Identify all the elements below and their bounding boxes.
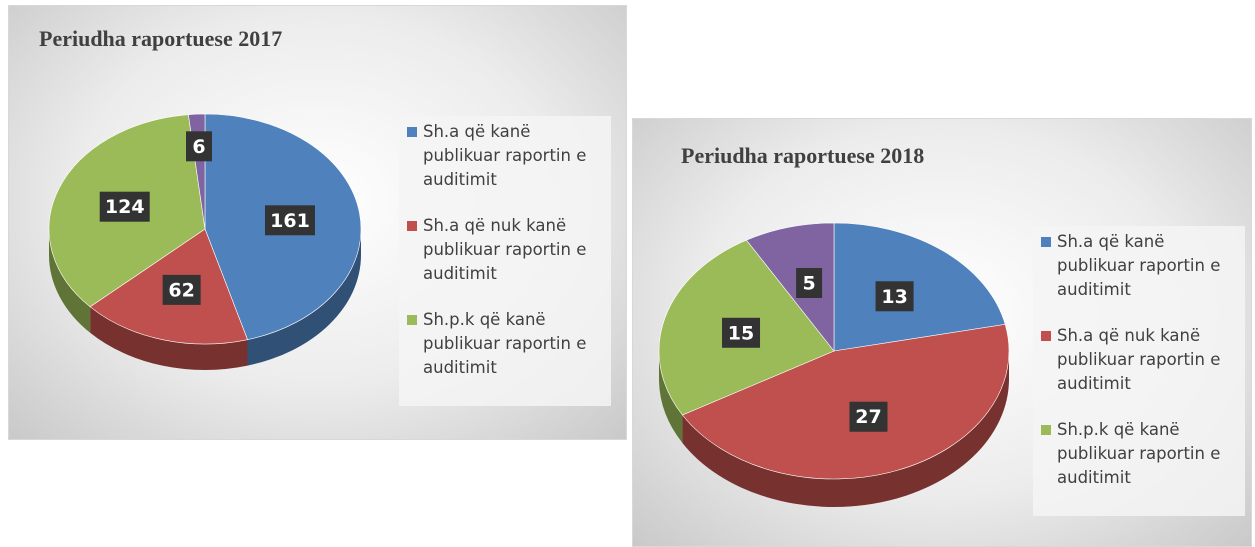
legend-entry: Sh.a që kanë publikuar raportin e auditi… <box>405 120 605 192</box>
chart: Periudha raportuese 2018 13 27 15 5 <box>658 143 1010 507</box>
legend-swatch <box>407 127 417 137</box>
legend-swatch <box>1041 331 1051 341</box>
chart-panel: Periudha raportuese 2018 13 27 15 5 Sh.a që… <box>632 118 1252 547</box>
data-label: 62 <box>168 279 194 301</box>
data-label-box <box>99 191 150 222</box>
data-label: 161 <box>270 210 310 232</box>
legend-entry: Sh.p.k që kanë publikuar raportin e audi… <box>405 308 605 380</box>
slice-side <box>682 351 1009 507</box>
slice-side <box>659 351 683 443</box>
legend-entry: Sh.a që kanë publikuar raportin e auditi… <box>1039 230 1239 302</box>
data-label-box <box>186 131 213 162</box>
chart-title: Periudha raportuese 2017 <box>39 26 282 51</box>
data-label: 13 <box>881 286 907 308</box>
data-label: 15 <box>728 322 754 344</box>
legend-entry: Sh.a që nuk kanë publikuar raportin e au… <box>1039 324 1239 396</box>
slice <box>681 324 1010 480</box>
legend-swatch <box>1041 425 1051 435</box>
chart: Periudha raportuese 2017 161 62 124 6 <box>39 26 362 370</box>
legend-label: Sh.a që kanë publikuar raportin e auditi… <box>1057 232 1221 299</box>
data-label: 6 <box>192 136 205 158</box>
data-label-box <box>849 401 888 432</box>
legend-swatch <box>407 221 417 231</box>
legend-swatch <box>1041 237 1051 247</box>
data-label-box <box>162 274 201 305</box>
chart-title: Periudha raportuese 2018 <box>681 143 924 168</box>
chart-panel: Periudha raportuese 2017 161 62 124 6 Sh.a … <box>8 5 627 440</box>
legend: Sh.a që kanë publikuar raportin e auditi… <box>399 116 611 406</box>
legend-label: Sh.a që kanë publikuar raportin e auditi… <box>423 122 587 189</box>
legend-swatch <box>407 315 417 325</box>
legend: Sh.a që kanë publikuar raportin e auditi… <box>1033 226 1245 516</box>
legend-entry: Sh.p.k që kanë publikuar raportin e audi… <box>1039 418 1239 490</box>
data-label: 5 <box>802 272 815 294</box>
legend-label: Sh.a që nuk kanë publikuar raportin e au… <box>423 216 587 283</box>
legend-label: Sh.a që nuk kanë publikuar raportin e au… <box>1057 326 1221 393</box>
data-label-box <box>722 317 761 348</box>
data-label: 124 <box>105 196 145 218</box>
data-label-box <box>264 205 315 236</box>
slice-side <box>49 229 91 333</box>
legend-entry: Sh.a që nuk kanë publikuar raportin e au… <box>405 214 605 286</box>
slice <box>833 222 1006 352</box>
data-label: 27 <box>855 406 881 428</box>
legend-label: Sh.p.k që kanë publikuar raportin e audi… <box>1057 420 1221 487</box>
slice-side <box>90 306 248 370</box>
data-label-box <box>796 267 823 298</box>
slice <box>746 222 835 352</box>
data-label-box <box>875 281 914 312</box>
legend-label: Sh.p.k që kanë publikuar raportin e audi… <box>423 310 587 377</box>
